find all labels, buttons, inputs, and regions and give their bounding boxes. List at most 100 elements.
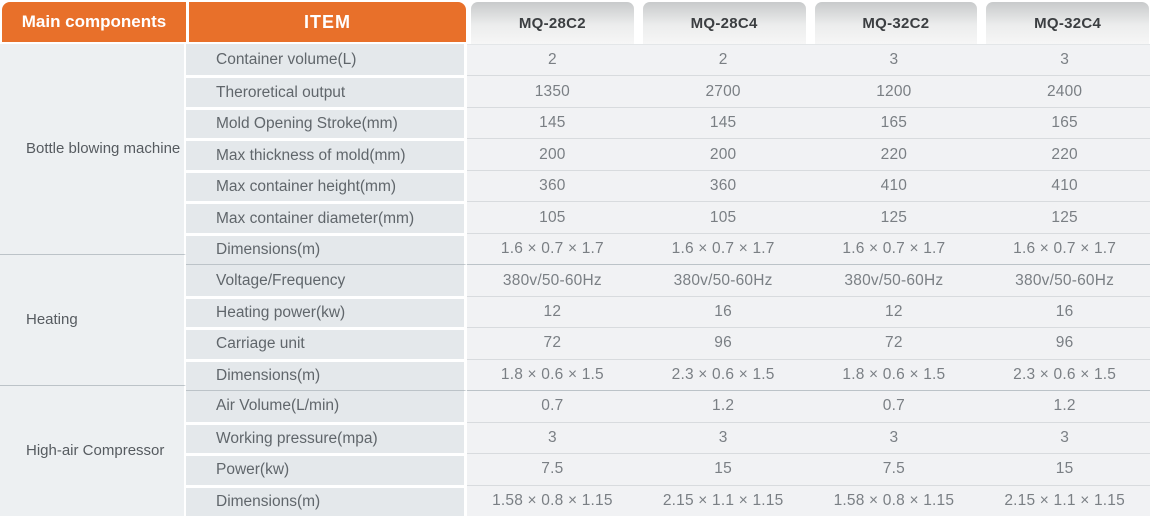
value-cell: 125 (979, 201, 1150, 233)
table-body: Bottle blowing machine Heating High-air Co… (0, 44, 1150, 516)
table-row: Working pressure(mpa) 3 3 3 3 (186, 421, 1150, 454)
table-row: Max thickness of mold(mm) 200 200 220 220 (186, 138, 1150, 170)
item-cell: Mold Opening Stroke(mm) (186, 106, 467, 139)
table-row: Carriage unit 72 96 72 96 (186, 327, 1150, 359)
value-cell: 145 (637, 106, 809, 139)
value-cell: 165 (979, 106, 1150, 139)
value-cell: 380v/50-60Hz (467, 264, 638, 296)
table-row: Power(kw) 7.5 15 7.5 15 (186, 453, 1150, 485)
value-cell: 1.6 × 0.7 × 1.7 (979, 232, 1150, 265)
value-cell: 360 (637, 169, 809, 202)
value-cell: 1.6 × 0.7 × 1.7 (637, 232, 809, 265)
item-cell: Max container diameter(mm) (186, 201, 467, 233)
value-cell: 16 (979, 295, 1150, 328)
model-tab: MQ-32C2 (814, 2, 978, 44)
value-cell: 3 (467, 421, 638, 454)
table-row: Container volume(L) 2 2 3 3 (186, 44, 1150, 76)
item-cell: Voltage/Frequency (186, 264, 467, 296)
item-cell: Dimensions(m) (186, 358, 467, 391)
value-cell: 200 (467, 138, 638, 170)
value-cell: 200 (637, 138, 809, 170)
value-cell: 96 (979, 327, 1150, 359)
value-cell: 72 (808, 327, 980, 359)
item-cell: Carriage unit (186, 327, 467, 359)
item-cell: Dimensions(m) (186, 484, 467, 516)
item-cell: Dimensions(m) (186, 232, 467, 265)
table-row: Voltage/Frequency 380v/50-60Hz 380v/50-60H… (186, 264, 1150, 296)
value-cell: 12 (808, 295, 980, 328)
value-cell: 2.3 × 0.6 × 1.5 (979, 358, 1150, 391)
value-cell: 380v/50-60Hz (637, 264, 809, 296)
value-cell: 16 (637, 295, 809, 328)
value-cell: 220 (979, 138, 1150, 170)
value-cell: 0.7 (467, 390, 638, 422)
item-cell: Container volume(L) (186, 44, 467, 76)
value-cell: 3 (637, 421, 809, 454)
item-cell: Theroretical output (186, 75, 467, 107)
value-cell: 2400 (979, 75, 1150, 107)
value-cell: 2700 (637, 75, 809, 107)
value-cell: 3 (979, 421, 1150, 454)
value-cell: 72 (467, 327, 638, 359)
main-components-header: Main components (2, 2, 186, 42)
table-row: Mold Opening Stroke(mm) 145 145 165 165 (186, 106, 1150, 139)
section-label: Bottle blowing machine (0, 44, 186, 254)
value-cell: 165 (808, 106, 980, 139)
value-cell: 105 (637, 201, 809, 233)
item-cell: Max thickness of mold(mm) (186, 138, 467, 170)
value-cell: 1.2 (637, 390, 809, 422)
value-cell: 3 (808, 44, 980, 76)
value-cell: 410 (808, 169, 980, 202)
table-header-row: Main components ITEM MQ-28C2 MQ-28C4 MQ-32… (0, 0, 1150, 44)
value-cell: 125 (808, 201, 980, 233)
value-cell: 1.58 × 0.8 × 1.15 (808, 484, 980, 516)
value-cell: 1350 (467, 75, 638, 107)
model-tab: MQ-28C2 (471, 2, 634, 44)
value-cell: 145 (467, 106, 638, 139)
table-row: Max container height(mm) 360 360 410 410 (186, 169, 1150, 202)
value-cell: 1.6 × 0.7 × 1.7 (467, 232, 638, 265)
value-cell: 12 (467, 295, 638, 328)
value-cell: 410 (979, 169, 1150, 202)
value-cell: 105 (467, 201, 638, 233)
table-row: Heating power(kw) 12 16 12 16 (186, 295, 1150, 328)
value-cell: 1.2 (979, 390, 1150, 422)
value-cell: 360 (467, 169, 638, 202)
item-cell: Max container height(mm) (186, 169, 467, 202)
components-column: Bottle blowing machine Heating High-air Co… (0, 44, 186, 516)
value-cell: 0.7 (808, 390, 980, 422)
value-cell: 7.5 (467, 453, 638, 485)
item-cell: Heating power(kw) (186, 295, 467, 328)
value-cell: 1.8 × 0.6 × 1.5 (808, 358, 980, 391)
value-cell: 15 (637, 453, 809, 485)
item-cell: Air Volume(L/min) (186, 390, 467, 422)
table-row: Dimensions(m) 1.6 × 0.7 × 1.7 1.6 × 0.7 × … (186, 232, 1150, 265)
value-cell: 1.6 × 0.7 × 1.7 (808, 232, 980, 265)
value-cell: 3 (808, 421, 980, 454)
value-cell: 380v/50-60Hz (979, 264, 1150, 296)
value-cell: 2.15 × 1.1 × 1.15 (979, 484, 1150, 516)
table-row: Dimensions(m) 1.8 × 0.6 × 1.5 2.3 × 0.6 × … (186, 358, 1150, 391)
value-cell: 2.3 × 0.6 × 1.5 (637, 358, 809, 391)
item-cell: Working pressure(mpa) (186, 421, 467, 454)
spec-rows: Container volume(L) 2 2 3 3 Theroretical outp… (186, 44, 1150, 516)
value-cell: 3 (979, 44, 1150, 76)
table-row: Theroretical output 1350 2700 1200 2400 (186, 75, 1150, 107)
model-tab: MQ-32C4 (986, 2, 1149, 44)
value-cell: 1.8 × 0.6 × 1.5 (467, 358, 638, 391)
model-tabs: MQ-28C2 MQ-28C4 MQ-32C2 MQ-32C4 (466, 0, 1150, 44)
value-cell: 2 (637, 44, 809, 76)
value-cell: 1.58 × 0.8 × 1.15 (467, 484, 638, 516)
value-cell: 7.5 (808, 453, 980, 485)
value-cell: 2.15 × 1.1 × 1.15 (637, 484, 809, 516)
table-row: Dimensions(m) 1.58 × 0.8 × 1.15 2.15 × 1.1… (186, 484, 1150, 516)
value-cell: 2 (467, 44, 638, 76)
table-row: Max container diameter(mm) 105 105 125 125 (186, 201, 1150, 233)
item-cell: Power(kw) (186, 453, 467, 485)
value-cell: 96 (637, 327, 809, 359)
value-cell: 380v/50-60Hz (808, 264, 980, 296)
table-row: Air Volume(L/min) 0.7 1.2 0.7 1.2 (186, 390, 1150, 422)
section-label: High-air Compressor (0, 384, 186, 516)
value-cell: 220 (808, 138, 980, 170)
